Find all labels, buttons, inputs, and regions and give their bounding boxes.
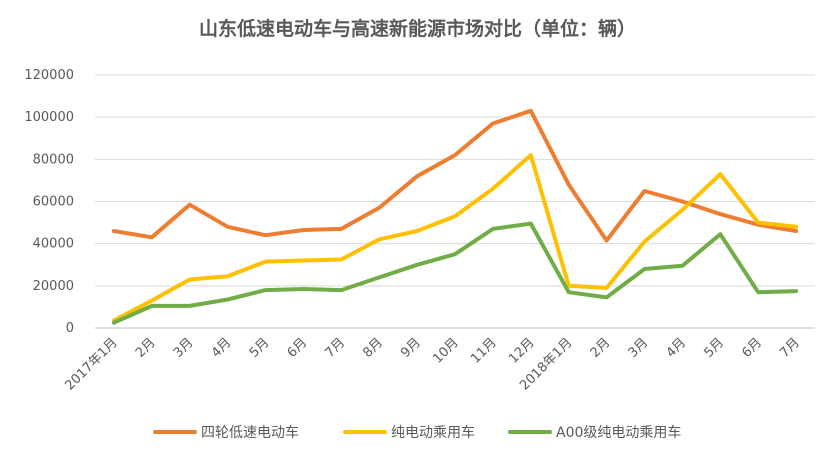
legend-label-3: A00级纯电动乘用车 [556, 424, 681, 441]
x-tick-label: 2月 [133, 335, 159, 361]
series-line-1 [111, 108, 799, 243]
x-tick-label: 3月 [171, 335, 197, 361]
series-line-3 [111, 221, 799, 325]
x-tick-label: 6月 [739, 335, 765, 361]
x-tick-label: 6月 [285, 335, 311, 361]
x-tick-label: 2月 [588, 335, 614, 361]
x-tick-label: 7月 [777, 335, 803, 361]
y-tick-label: 80000 [33, 152, 74, 167]
y-tick-label: 60000 [33, 195, 74, 210]
x-tick-label: 11月 [468, 335, 499, 366]
series-line-2 [111, 153, 799, 323]
x-tick-label: 5月 [247, 335, 273, 361]
x-tick-label: 5月 [701, 335, 727, 361]
x-tick-label: 10月 [430, 335, 461, 366]
chart-title: 山东低速电动车与高速新能源市场对比（单位：辆） [198, 18, 636, 40]
y-tick-label: 120000 [24, 68, 74, 83]
x-tick-label: 3月 [626, 335, 652, 361]
legend-label-2: 纯电动乘用车 [391, 424, 475, 441]
y-tick-label: 0 [66, 321, 74, 336]
x-tick-label: 8月 [360, 335, 386, 361]
y-tick-label: 100000 [24, 110, 74, 125]
x-tick-label: 12月 [506, 335, 537, 366]
legend-label-1: 四轮低速电动车 [201, 424, 299, 441]
x-tick-label: 4月 [664, 335, 690, 361]
x-tick-label: 4月 [209, 335, 235, 361]
x-tick-label: 7月 [322, 335, 348, 361]
x-tick-label: 2017年1月 [63, 335, 121, 393]
y-tick-label: 40000 [33, 237, 74, 252]
x-tick-label: 9月 [398, 335, 424, 361]
y-tick-label: 20000 [33, 279, 74, 294]
